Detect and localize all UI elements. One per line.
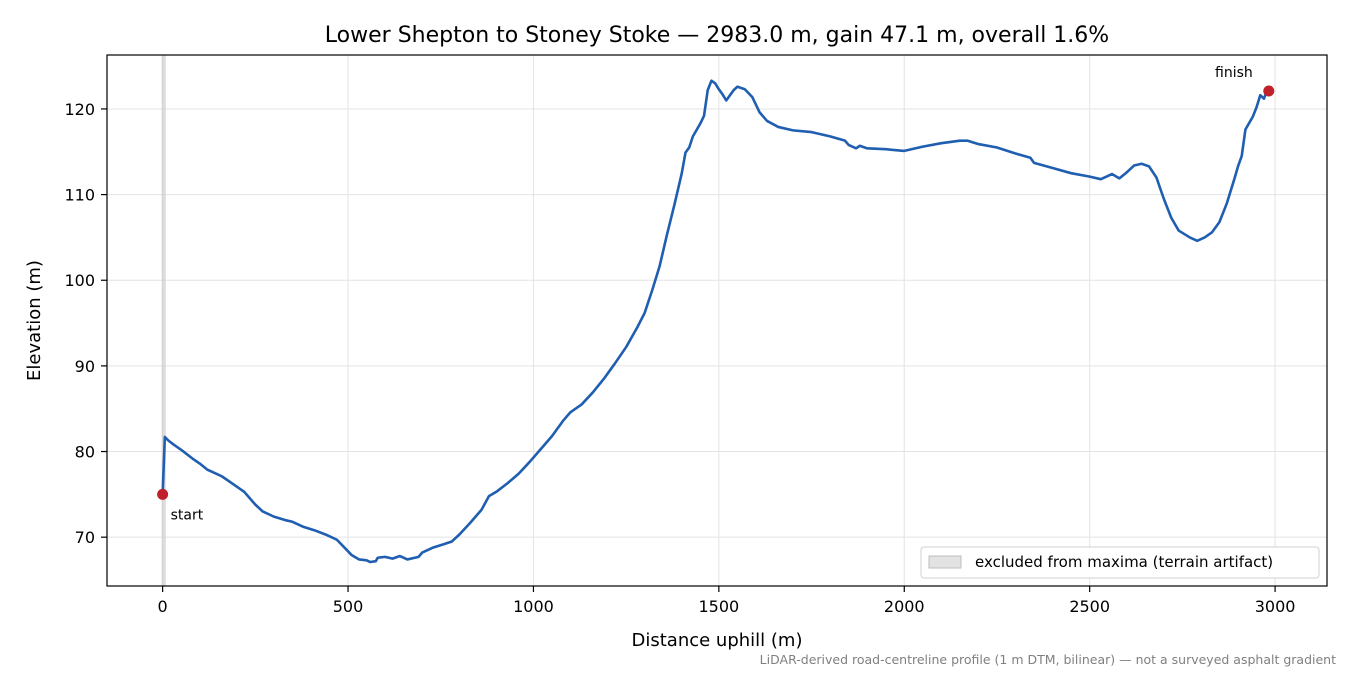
y-axis-label: Elevation (m) <box>24 260 45 381</box>
legend: excluded from maxima (terrain artifact) <box>920 546 1320 579</box>
plot-frame <box>106 54 1328 587</box>
x-tick-label: 3000 <box>1255 597 1296 616</box>
x-tick-label: 1000 <box>513 597 554 616</box>
x-axis-label: Distance uphill (m) <box>632 630 803 651</box>
footnote: LiDAR-derived road-centreline profile (1… <box>760 652 1336 667</box>
x-tick-label: 500 <box>333 597 364 616</box>
y-tick-label: 90 <box>75 357 95 376</box>
elevation-line <box>161 79 1271 564</box>
start-marker <box>157 488 169 500</box>
excluded-region <box>161 55 166 586</box>
x-tick-label: 1500 <box>698 597 739 616</box>
grid-lines <box>107 55 1327 586</box>
start-label: start <box>171 507 204 523</box>
x-tick-label: 0 <box>158 597 168 616</box>
axis-ticks: 0 500 1000 1500 2000 2500 3000 70 80 90 100 110 120 <box>64 100 1295 616</box>
legend-swatch <box>928 555 962 569</box>
y-tick-label: 80 <box>75 443 95 462</box>
finish-marker <box>1263 85 1275 97</box>
y-tick-label: 70 <box>75 528 95 547</box>
excluded-band <box>161 55 166 586</box>
y-tick-label: 120 <box>64 100 95 119</box>
x-tick-label: 2000 <box>884 597 925 616</box>
marker-layer: start finish <box>157 65 1275 523</box>
chart-title: Lower Shepton to Stoney Stoke — 2983.0 m… <box>325 23 1109 48</box>
x-tick-label: 2500 <box>1069 597 1110 616</box>
series-layer <box>161 79 1271 564</box>
legend-box <box>920 546 1320 579</box>
legend-label: excluded from maxima (terrain artifact) <box>975 553 1273 571</box>
finish-label: finish <box>1215 65 1253 81</box>
y-tick-label: 110 <box>64 186 95 205</box>
y-tick-label: 100 <box>64 271 95 290</box>
